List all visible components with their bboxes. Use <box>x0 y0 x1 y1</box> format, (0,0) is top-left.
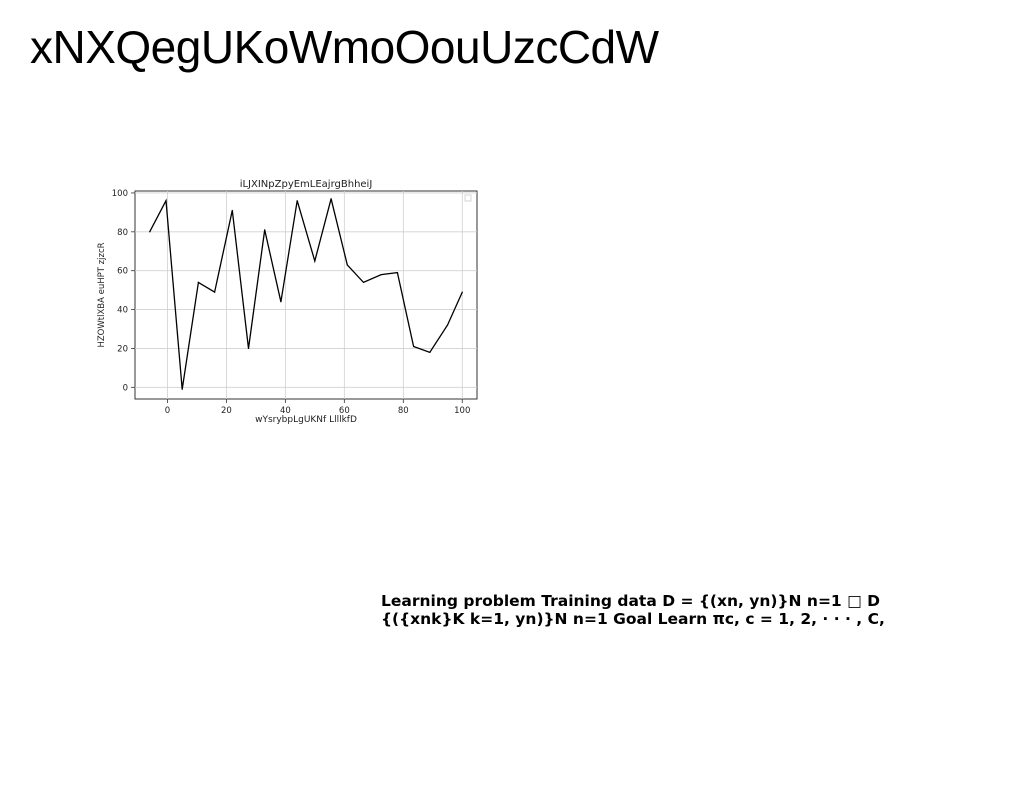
slide-title: xNXQegUKoWmoOouUzcCdW <box>30 21 659 73</box>
y-axis-label: HZOWtlXBA euHPT zjzcR <box>97 242 107 347</box>
y-tick-label: 100 <box>112 189 128 199</box>
x-tick-label: 0 <box>165 406 170 416</box>
body-text: Learning problem Training data D = {(xn,… <box>381 592 885 628</box>
data-point <box>346 264 348 266</box>
data-point <box>461 291 463 293</box>
x-tick-label: 40 <box>280 406 291 416</box>
x-tick-label: 60 <box>339 406 350 416</box>
data-point <box>165 200 167 202</box>
y-tick-label: 60 <box>117 267 128 277</box>
data-point <box>280 301 282 303</box>
data-point <box>314 260 316 262</box>
data-point <box>149 231 151 233</box>
data-point <box>446 324 449 326</box>
data-point <box>396 272 398 274</box>
data-point <box>231 209 233 212</box>
data-point <box>429 351 431 353</box>
x-tick-label: 100 <box>454 406 470 416</box>
y-tick-label: 80 <box>117 228 128 238</box>
x-axis-label: wYsrybpLgUKNf LlllkfD <box>255 415 357 425</box>
data-point <box>380 273 382 276</box>
line-chart-svg: iLJXINpZpyEmLEajrgBhheiJ 0 20 40 60 80 100 0 20… <box>97 179 478 425</box>
data-point <box>362 281 365 283</box>
series-line <box>149 198 463 390</box>
line-chart: iLJXINpZpyEmLEajrgBhheiJ 0 20 40 60 80 100 0 20… <box>92 172 487 437</box>
plot-area-frame <box>134 190 478 400</box>
data-point <box>296 200 298 202</box>
y-tick-label: 20 <box>117 344 128 354</box>
chart-title: iLJXINpZpyEmLEajrgBhheiJ <box>240 179 373 190</box>
data-point <box>330 198 332 200</box>
legend-box <box>464 194 472 202</box>
data-point <box>181 388 183 390</box>
x-tick-label: 20 <box>221 406 232 416</box>
data-point <box>413 345 415 348</box>
y-tick-label: 0 <box>123 383 128 393</box>
data-point <box>197 281 199 283</box>
data-point <box>214 291 216 293</box>
y-tick-label: 40 <box>117 306 128 316</box>
x-tick-label: 80 <box>398 406 409 416</box>
data-point <box>247 347 250 350</box>
data-point <box>264 229 266 231</box>
